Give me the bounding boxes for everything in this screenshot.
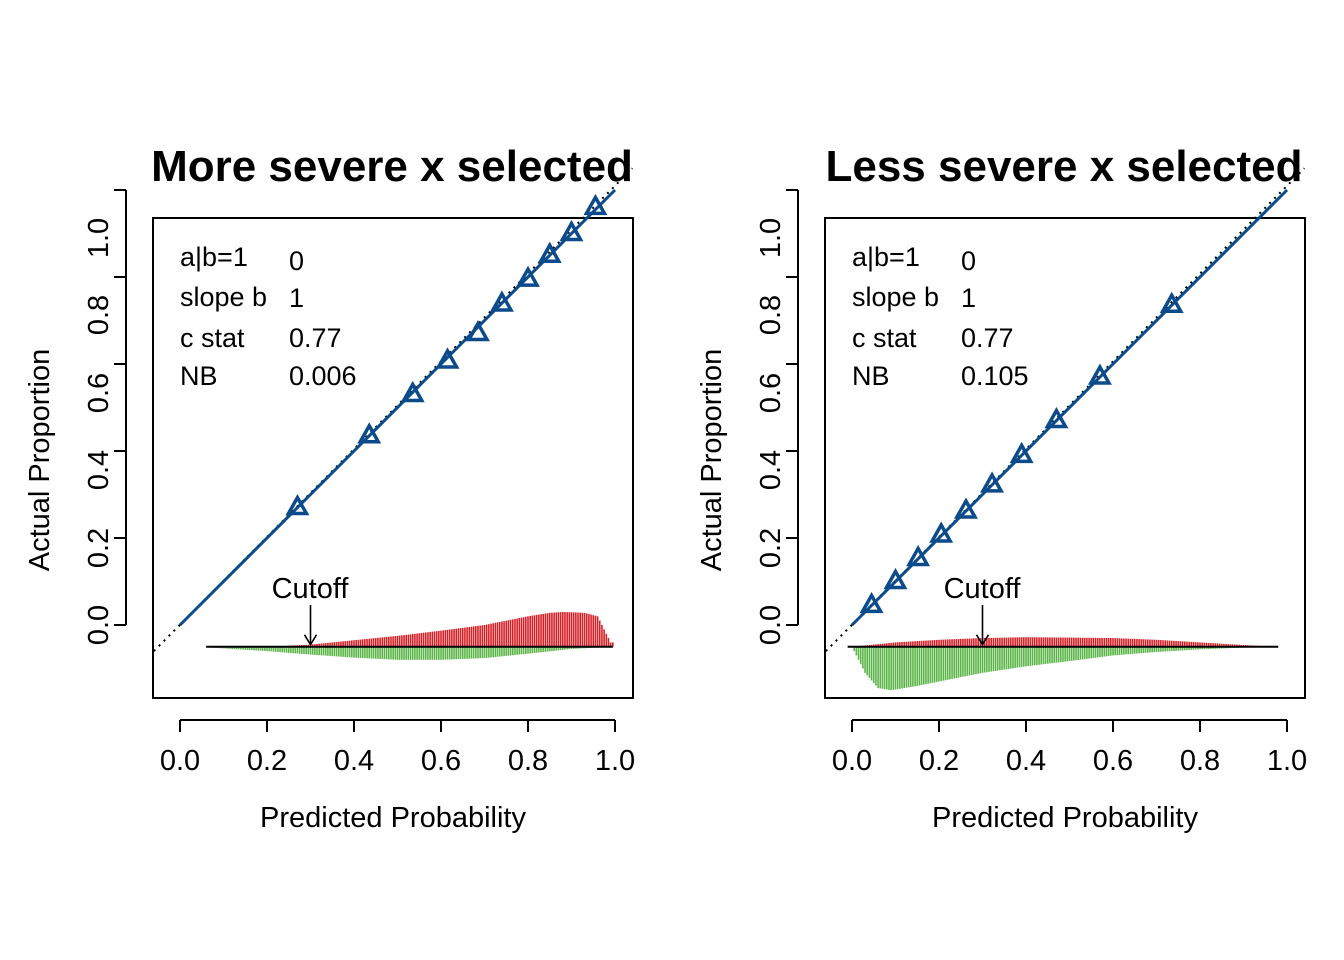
calibration-marker-triangle bbox=[859, 591, 884, 614]
stat-value: 0 bbox=[289, 246, 304, 276]
stat-label: NB bbox=[180, 361, 218, 391]
calibration-marker-triangle bbox=[516, 265, 540, 287]
x-tick-label: 0.0 bbox=[160, 745, 200, 777]
calibration-marker-triangle bbox=[906, 544, 931, 567]
calibration-marker-triangle bbox=[980, 471, 1005, 493]
y-tick-label: 0.0 bbox=[755, 605, 787, 645]
y-axis-title: Actual Proportion bbox=[696, 349, 728, 571]
stats-block: a|b=1 0 slope b 1 c stat 0.77 NB 0.105 bbox=[852, 242, 1029, 391]
x-tick-label: 0.0 bbox=[832, 745, 872, 777]
calibration-curve bbox=[178, 188, 617, 627]
x-tick-label: 1.0 bbox=[595, 745, 635, 777]
calibration-marker-triangle bbox=[1087, 363, 1112, 385]
calibration-marker-triangle bbox=[883, 567, 908, 590]
calibration-marker-triangle bbox=[1159, 291, 1184, 314]
panel-more-severe: More severe x selected a|b=1 0 slope b 1… bbox=[24, 142, 635, 834]
calibration-marker-triangle bbox=[357, 422, 382, 444]
stat-label: a|b=1 bbox=[852, 242, 920, 272]
y-tick-label: 0.4 bbox=[755, 450, 787, 490]
calibration-marker-triangle bbox=[559, 219, 584, 242]
chart-title: More severe x selected bbox=[151, 142, 633, 191]
x-tick-label: 0.2 bbox=[247, 745, 287, 777]
stat-value: 0.77 bbox=[289, 323, 342, 353]
stat-value: 0.006 bbox=[289, 361, 357, 391]
x-axis-title: Predicted Probability bbox=[260, 802, 526, 834]
calibration-marker-triangle bbox=[435, 347, 460, 369]
y-tick-label: 0.8 bbox=[83, 295, 115, 335]
y-tick-label: 1.0 bbox=[755, 218, 787, 258]
stats-block: a|b=1 0 slope b 1 c stat 0.77 NB 0.006 bbox=[180, 242, 357, 391]
stat-label: slope b bbox=[180, 282, 267, 312]
calibration-curve bbox=[850, 188, 1289, 627]
stat-value: 0 bbox=[961, 246, 976, 276]
stat-value: 1 bbox=[961, 283, 976, 313]
stat-label: c stat bbox=[180, 323, 245, 353]
calibration-marker-triangle bbox=[489, 290, 514, 312]
y-tick-label: 0.2 bbox=[83, 528, 115, 568]
stat-value: 1 bbox=[289, 283, 304, 313]
x-tick-label: 0.8 bbox=[1180, 745, 1220, 777]
calibration-marker-triangle bbox=[400, 380, 425, 403]
x-tick-label: 0.6 bbox=[421, 745, 461, 777]
calibration-marker-triangle bbox=[537, 241, 562, 263]
calibration-marker-triangle bbox=[285, 493, 310, 516]
calibration-marker-triangle bbox=[1044, 406, 1069, 429]
cutoff-arrow-head bbox=[303, 634, 318, 647]
calibration-marker-triangle bbox=[929, 521, 954, 543]
y-tick-label: 0.0 bbox=[83, 605, 115, 645]
panel-less-severe: Less severe x selected a|b=1 0 slope b 1… bbox=[696, 142, 1307, 834]
calibration-marker-triangle bbox=[583, 193, 608, 216]
stat-value: 0.105 bbox=[961, 361, 1029, 391]
y-tick-label: 0.6 bbox=[755, 373, 787, 413]
calibration-marker-triangle bbox=[1009, 441, 1034, 464]
x-tick-label: 0.2 bbox=[919, 745, 959, 777]
plot-frame bbox=[824, 217, 1306, 699]
x-tick-label: 0.6 bbox=[1093, 745, 1133, 777]
calibration-marker-triangle bbox=[953, 497, 978, 519]
y-tick-label: 0.2 bbox=[755, 528, 787, 568]
x-tick-label: 0.8 bbox=[508, 745, 548, 777]
stat-label: c stat bbox=[852, 323, 917, 353]
stat-value: 0.77 bbox=[961, 323, 1014, 353]
cutoff-label: Cutoff bbox=[944, 573, 1022, 605]
plot-frame bbox=[152, 217, 634, 699]
x-tick-label: 0.4 bbox=[1006, 745, 1046, 777]
x-axis-title: Predicted Probability bbox=[932, 802, 1198, 834]
y-axis-title: Actual Proportion bbox=[24, 349, 56, 571]
stat-label: slope b bbox=[852, 282, 939, 312]
stat-label: a|b=1 bbox=[180, 242, 248, 272]
x-tick-label: 0.4 bbox=[334, 745, 374, 777]
cutoff-label: Cutoff bbox=[272, 573, 350, 605]
cutoff-arrow-head bbox=[975, 634, 990, 647]
y-tick-label: 0.8 bbox=[755, 295, 787, 335]
x-tick-label: 1.0 bbox=[1267, 745, 1307, 777]
calibration-marker-triangle bbox=[465, 319, 490, 342]
y-tick-label: 1.0 bbox=[83, 218, 115, 258]
y-tick-label: 0.4 bbox=[83, 450, 115, 490]
stat-label: NB bbox=[852, 361, 890, 391]
chart-title: Less severe x selected bbox=[825, 142, 1302, 191]
y-tick-label: 0.6 bbox=[83, 373, 115, 413]
